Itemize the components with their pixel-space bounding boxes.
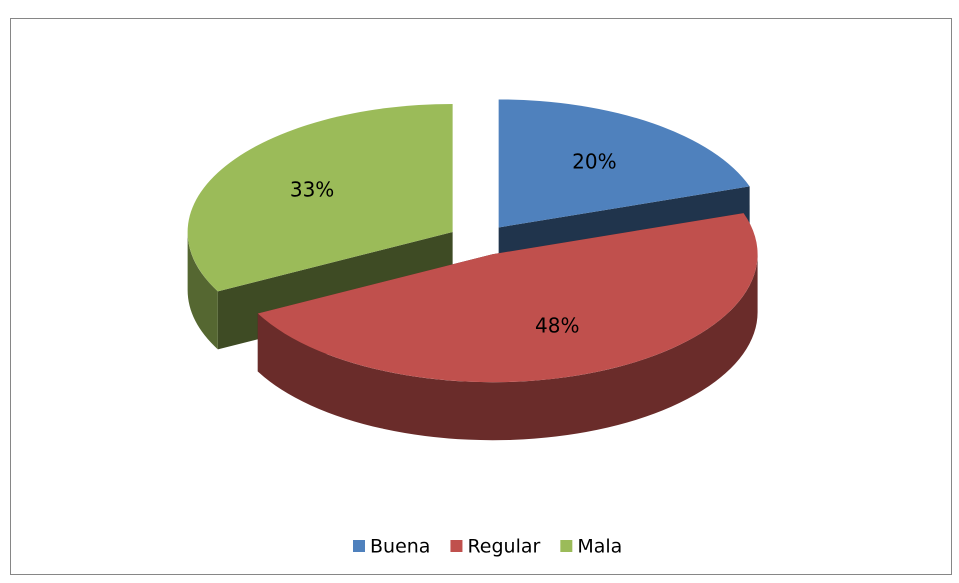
legend-label: Buena: [370, 536, 430, 558]
legend-swatch: [560, 540, 573, 552]
data-label: 20%: [572, 149, 616, 173]
slice: [187, 103, 453, 292]
slice: [498, 99, 750, 228]
legend-swatch: [450, 540, 463, 552]
slice: [257, 213, 758, 383]
data-label: 48%: [535, 314, 579, 338]
slice-side: [187, 231, 218, 350]
legend-swatch: [353, 540, 365, 552]
data-label: 33%: [290, 177, 334, 201]
legend-label: Regular: [467, 536, 540, 558]
legend-label: Mala: [577, 536, 622, 558]
slice-side: [257, 254, 758, 441]
